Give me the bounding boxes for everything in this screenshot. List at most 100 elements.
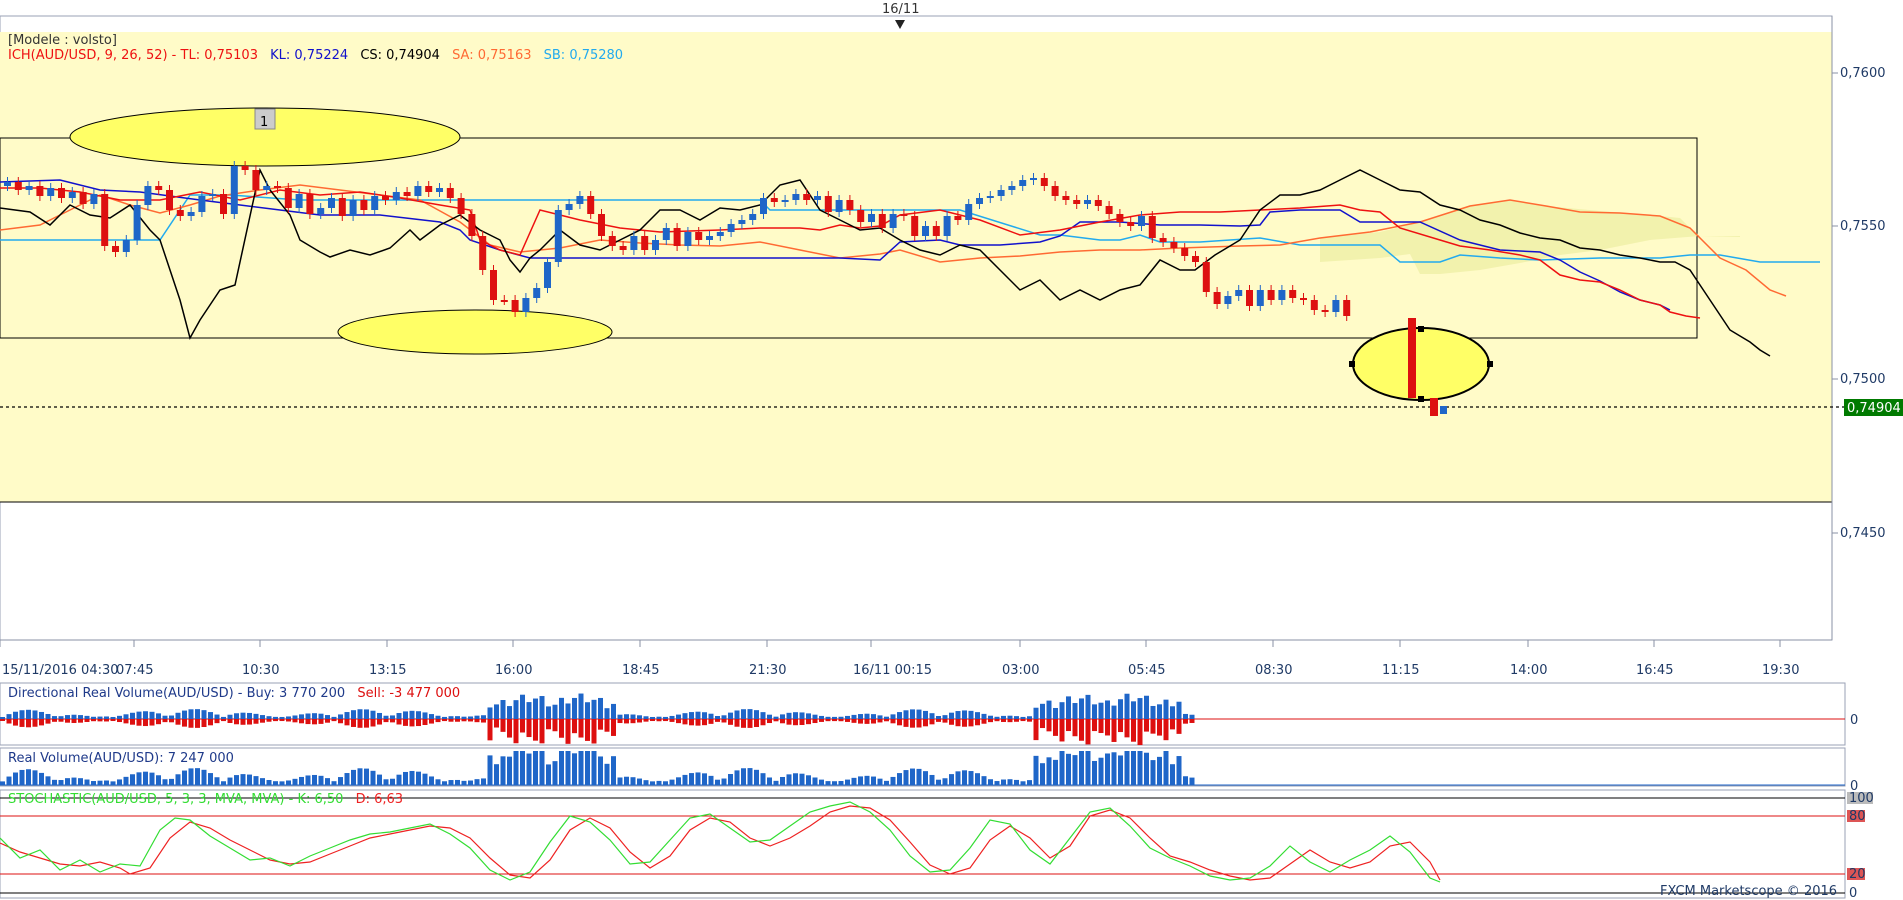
annotation-ellipse-bottom[interactable] <box>337 309 613 355</box>
real-volume-bar <box>364 768 369 785</box>
sell-volume-bar <box>169 719 174 723</box>
stochastic-level-80: 80 <box>1849 809 1866 824</box>
buy-volume-bar <box>279 716 285 719</box>
candle-body <box>58 188 65 198</box>
sell-volume-bar <box>819 719 824 722</box>
real-volume-bar <box>695 772 701 785</box>
candle-body <box>1246 290 1253 306</box>
buy-volume-bar <box>988 715 993 719</box>
candle-body <box>360 200 368 210</box>
real-volume-zero-label: 0 <box>1850 779 1858 794</box>
candle-body <box>241 166 249 170</box>
real-volume-bar <box>845 779 850 785</box>
range-rectangle[interactable] <box>0 137 1698 339</box>
real-volume-bar <box>273 781 278 785</box>
buy-volume-bar <box>780 714 785 719</box>
real-volume-title: Real Volume(AUD/USD): 7 247 000 <box>8 751 234 766</box>
buy-volume-bar <box>754 710 759 719</box>
sell-volume-bar <box>572 719 577 734</box>
candle-body <box>1008 186 1016 190</box>
real-volume-bar <box>1144 752 1149 785</box>
sell-volume-bar <box>903 719 909 727</box>
stochastic-k-line <box>0 801 1441 883</box>
real-volume-bar <box>916 768 922 785</box>
buy-volume-bar <box>1066 696 1071 719</box>
sell-volume-bar <box>955 719 961 727</box>
sell-volume-bar <box>1183 719 1188 724</box>
real-volume-bar <box>936 779 941 785</box>
real-volume-bar <box>923 771 928 785</box>
sell-volume-bar <box>78 719 83 723</box>
buy-volume-bar <box>266 716 272 719</box>
buy-volume-bar <box>819 715 824 719</box>
sell-volume-bar <box>91 719 96 722</box>
buy-volume-bar <box>377 712 382 719</box>
date-marker-arrow[interactable] <box>895 20 905 29</box>
annotation-ellipse-selected[interactable] <box>1352 327 1490 401</box>
sell-volume-bar <box>754 719 759 728</box>
buy-volume-bar <box>832 716 837 719</box>
sell-volume-bar <box>221 719 226 722</box>
candle-body <box>900 214 908 216</box>
real-volume-bar <box>1040 763 1045 785</box>
real-volume-bar <box>793 773 798 785</box>
sell-volume-bar <box>110 719 116 722</box>
candle-body <box>36 186 44 196</box>
directional-volume-buy: Buy: 3 770 200 <box>247 686 346 701</box>
buy-volume-bar <box>1053 707 1058 719</box>
real-volume-bar <box>910 768 915 785</box>
candle-body <box>457 198 465 214</box>
buy-volume-bar <box>1092 704 1097 719</box>
candle-body <box>565 204 573 210</box>
sell-volume-bar <box>461 719 467 722</box>
sell-volume-bar <box>1001 719 1006 722</box>
real-volume-bar <box>130 774 135 785</box>
buy-volume-bar <box>942 715 948 719</box>
buy-volume-bar <box>474 715 480 719</box>
buy-volume-bar <box>903 710 909 719</box>
candle-body <box>14 182 22 190</box>
candle-body <box>652 240 659 250</box>
stochastic-k: K: 6,50 <box>297 792 343 807</box>
sell-volume-bar <box>1059 719 1065 742</box>
candle-body <box>511 300 519 312</box>
buy-volume-bar <box>637 715 642 719</box>
candle-body <box>781 200 789 202</box>
buy-volume-bar <box>981 713 987 719</box>
real-volume-bar <box>747 768 753 785</box>
buy-volume-bar <box>767 714 772 719</box>
candle-body <box>641 236 649 250</box>
real-volume-bar <box>487 755 493 785</box>
candle-body <box>544 262 551 288</box>
candle-body <box>889 214 897 228</box>
candle-body <box>965 204 973 220</box>
buy-volume-bar <box>1001 715 1006 719</box>
real-volume-bar <box>786 774 792 785</box>
real-volume-bar <box>682 774 688 785</box>
directional-volume-zero-label: 0 <box>1850 713 1858 728</box>
buy-volume-bar <box>715 715 720 719</box>
sell-volume-bar <box>305 719 311 725</box>
sell-volume-bar <box>533 719 538 741</box>
real-volume-bar <box>78 778 83 785</box>
candle-body <box>284 188 292 208</box>
sell-volume-bar <box>734 719 740 727</box>
buy-volume-bar <box>481 715 486 719</box>
buy-volume-bar <box>838 716 844 719</box>
buy-volume-bar <box>1007 715 1013 719</box>
real-volume-bar <box>481 778 486 785</box>
stochastic-title: STOCHASTIC(AUD/USD, 5, 3, 3, MVA, MVA) - <box>8 792 297 807</box>
sell-volume-bar <box>312 719 317 725</box>
sell-volume-bar <box>338 719 343 724</box>
candle-body <box>263 186 271 190</box>
real-volume-bar <box>1059 751 1065 785</box>
sell-volume-bar <box>767 719 772 724</box>
time-tick-label: 16:00 <box>495 663 532 678</box>
buy-volume-bar <box>708 713 714 719</box>
ichimoku-cloud <box>1320 200 1740 274</box>
buy-volume-bar <box>227 714 233 719</box>
buy-volume-bar <box>884 716 889 719</box>
candle-body <box>1192 256 1199 262</box>
annotation-ellipse-top[interactable] <box>69 107 461 167</box>
sell-volume-bar <box>630 719 636 724</box>
